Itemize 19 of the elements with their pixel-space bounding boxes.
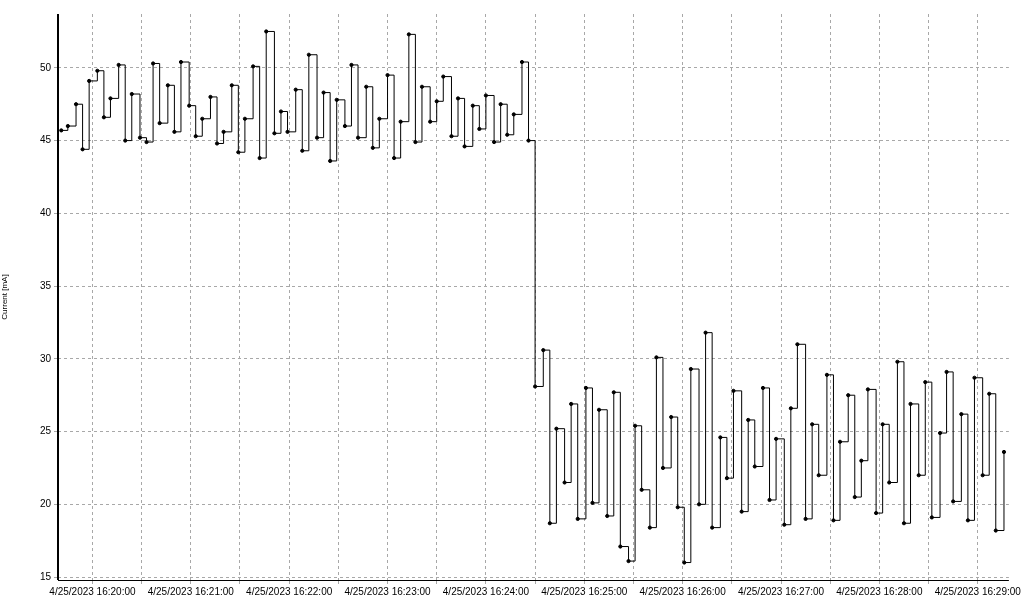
y-tick-label: 30 xyxy=(39,352,52,364)
x-tick-label: 4/25/2023 16:28:00 xyxy=(836,585,923,597)
x-tick-label: 4/25/2023 16:25:00 xyxy=(541,585,628,597)
x-tick-label: 4/25/2023 16:20:00 xyxy=(49,585,136,597)
y-tick-label: 50 xyxy=(39,61,52,73)
y-tick-label: 15 xyxy=(39,570,52,582)
x-tick-label: 4/25/2023 16:23:00 xyxy=(344,585,432,597)
x-tick-label: 4/25/2023 16:27:00 xyxy=(737,585,825,597)
y-tick-label: 45 xyxy=(39,134,52,146)
x-tick-label: 4/25/2023 16:29:00 xyxy=(934,585,1022,597)
y-tick-label: 40 xyxy=(39,207,52,219)
x-tick-label: 4/25/2023 16:22:00 xyxy=(246,585,333,597)
x-tick-label: 4/25/2023 16:21:00 xyxy=(147,585,235,597)
y-tick-label: 25 xyxy=(39,425,52,437)
x-tick-label: 4/25/2023 16:24:00 xyxy=(442,585,530,597)
y-axis-title: Current [mA] xyxy=(0,274,9,320)
y-tick-label: 20 xyxy=(39,498,52,510)
y-tick-label: 35 xyxy=(39,279,52,291)
x-tick-label: 4/25/2023 16:26:00 xyxy=(639,585,727,597)
